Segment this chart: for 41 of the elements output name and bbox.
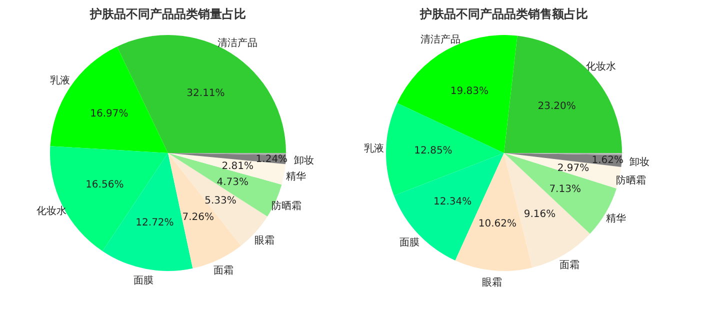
data-label: 16.97%	[90, 108, 128, 120]
pie-slice	[504, 36, 622, 153]
slice-label: 精华	[606, 212, 626, 225]
slice-label: 清洁产品	[420, 34, 461, 46]
data-label: 19.83%	[450, 86, 489, 98]
data-label: 4.73%	[216, 176, 249, 188]
slice-label: 面霜	[213, 266, 234, 277]
slice-label: 眼霜	[482, 277, 502, 288]
data-label: 12.85%	[414, 146, 452, 157]
slice-label: 化妆水	[586, 60, 616, 72]
pie-slice	[50, 46, 168, 153]
slice-label: 面膜	[400, 236, 420, 248]
data-label: 10.62%	[478, 218, 517, 230]
slice-label: 卸妆	[630, 156, 650, 168]
data-label: 2.81%	[222, 160, 254, 172]
slice-label: 面霜	[560, 260, 580, 272]
slice-label: 防晒霜	[272, 200, 302, 212]
slice-label: 乳液	[364, 142, 384, 155]
data-label: 12.34%	[433, 196, 472, 208]
chart-title: 护肤品不同产品品类销售额占比	[419, 7, 588, 21]
slice-label: 清洁产品	[217, 36, 258, 49]
data-label: 23.20%	[538, 100, 576, 112]
data-label: 5.33%	[204, 196, 236, 207]
data-label: 16.56%	[86, 180, 124, 191]
data-label: 7.26%	[182, 212, 214, 224]
data-label: 9.16%	[524, 209, 556, 220]
slice-label: 卸妆	[294, 154, 314, 166]
slice-label: 眼霜	[254, 235, 274, 246]
pie-slice	[397, 35, 518, 153]
pie-slice	[168, 153, 286, 185]
slice-label: 乳液	[50, 74, 70, 87]
pie-slice	[386, 102, 504, 196]
data-label: 7.13%	[549, 184, 581, 195]
slice-label: 防晒霜	[616, 174, 646, 186]
chart-title: 护肤品不同产品品类销量占比	[89, 7, 246, 21]
slice-label: 精华	[286, 170, 306, 183]
data-label: 32.11%	[186, 88, 225, 100]
slice-label: 化妆水	[36, 205, 67, 217]
data-label: 2.97%	[557, 162, 590, 174]
slice-label: 面膜	[134, 274, 154, 287]
data-label: 12.72%	[136, 218, 174, 229]
